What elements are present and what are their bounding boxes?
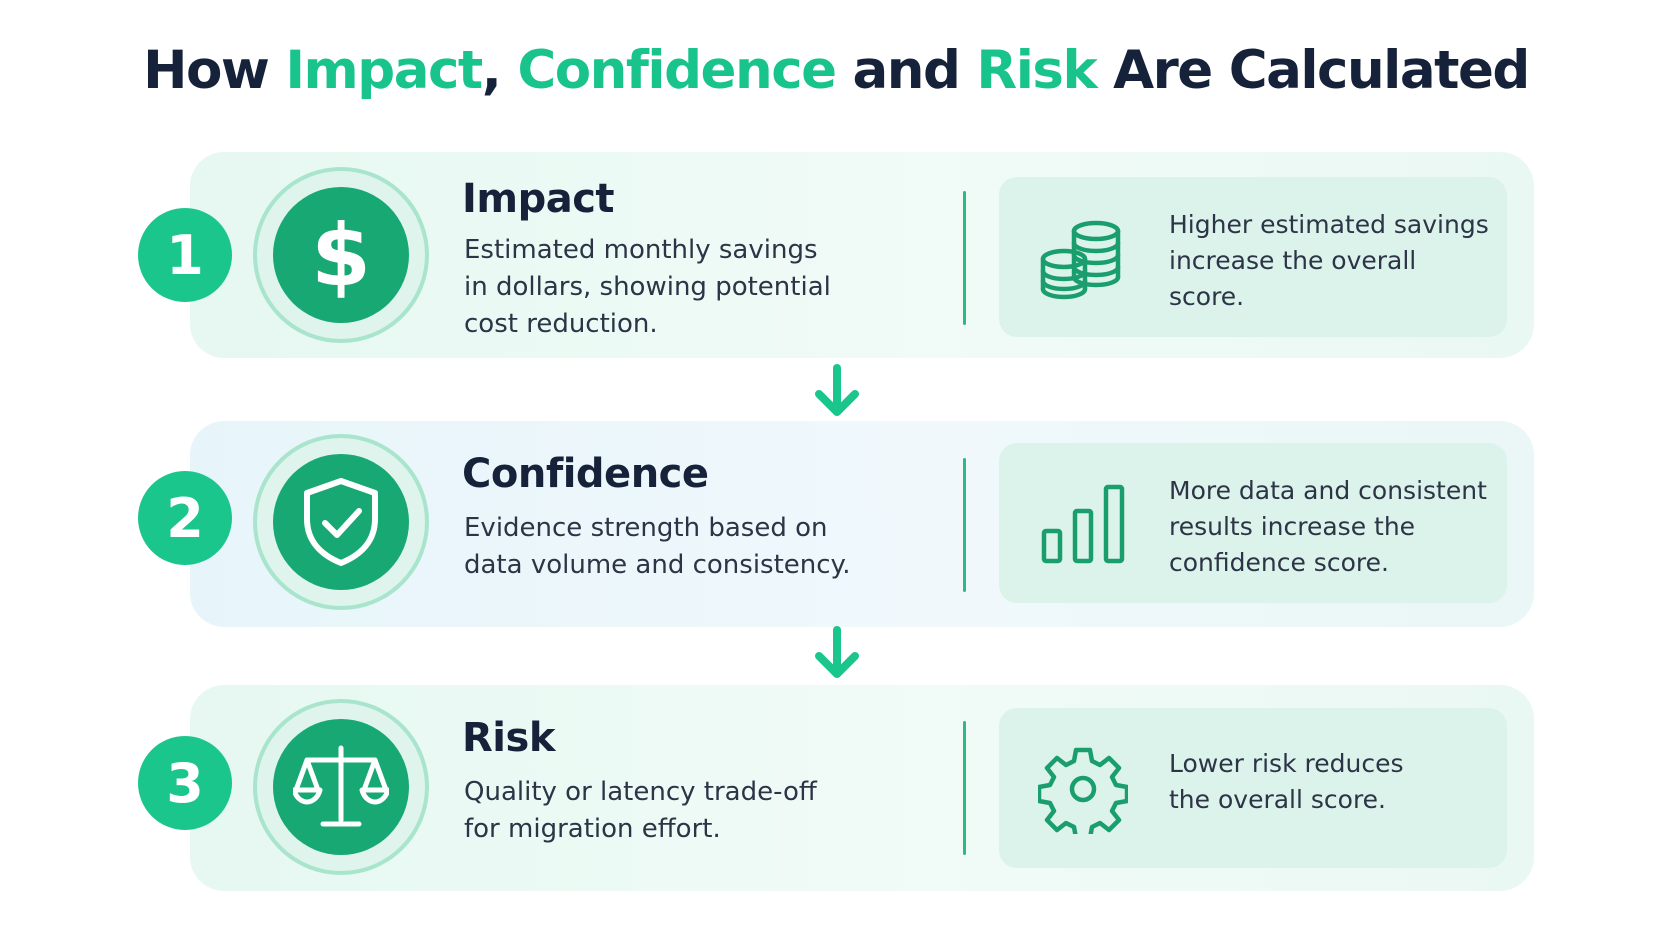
- title-text: ,: [481, 40, 518, 101]
- arrow-down-icon: [815, 626, 859, 678]
- step-number-badge: 3: [138, 736, 232, 830]
- step-heading: Impact: [462, 176, 615, 222]
- info-line: increase the overall: [1169, 246, 1417, 275]
- description-line: for migration effort.: [464, 814, 721, 844]
- coins-stack-icon: [1040, 220, 1121, 300]
- arrow-down-icon: [815, 364, 859, 416]
- description-line: Estimated monthly savings: [464, 235, 818, 265]
- shield-check-icon: [304, 478, 378, 566]
- info-card-confidence: More data and consistent results increas…: [999, 443, 1507, 603]
- svg-text:$: $: [311, 207, 371, 303]
- info-card-risk: Lower risk reduces the overall score.: [999, 708, 1507, 868]
- impact-badge: $: [253, 167, 429, 343]
- info-line: the overall score.: [1169, 785, 1387, 814]
- info-line: More data and consistent: [1169, 476, 1487, 505]
- info-text: Higher estimated savings increase the ov…: [1169, 207, 1489, 315]
- confidence-badge: [253, 434, 429, 610]
- title-confidence-highlight: Confidence: [517, 40, 837, 101]
- page-title: How Impact, Confidence and Risk Are Calc…: [0, 40, 1672, 101]
- info-line: Higher estimated savings: [1169, 210, 1489, 239]
- description-line: in dollars, showing potential: [464, 272, 831, 302]
- row-divider: [963, 721, 966, 855]
- flow-arrow: [811, 362, 863, 420]
- title-text: and: [835, 40, 977, 101]
- title-risk-highlight: Risk: [976, 40, 1097, 101]
- info-line: Lower risk reduces: [1169, 749, 1404, 778]
- dollar-icon: $: [311, 207, 371, 303]
- description-line: data volume and consistency.: [464, 550, 851, 580]
- info-line: confidence score.: [1169, 548, 1389, 577]
- step-description: Quality or latency trade-off for migrati…: [464, 774, 884, 848]
- step-number-badge: 1: [138, 208, 232, 302]
- description-line: Evidence strength based on: [464, 513, 828, 543]
- row-divider: [963, 191, 966, 325]
- flow-arrow: [811, 624, 863, 682]
- step-heading: Risk: [462, 715, 555, 761]
- bar-chart-icon: [1041, 484, 1125, 564]
- risk-badge: [253, 699, 429, 875]
- description-line: Quality or latency trade-off: [464, 777, 817, 807]
- title-impact-highlight: Impact: [285, 40, 483, 101]
- info-card-impact: Higher estimated savings increase the ov…: [999, 177, 1507, 337]
- description-line: cost reduction.: [464, 309, 658, 339]
- info-text: More data and consistent results increas…: [1169, 473, 1489, 581]
- info-text: Lower risk reduces the overall score.: [1169, 746, 1489, 818]
- step-heading: Confidence: [462, 451, 709, 497]
- info-line: score.: [1169, 282, 1245, 311]
- step-number-badge: 2: [138, 471, 232, 565]
- balance-scale-icon: [293, 745, 389, 827]
- gear-icon: [1038, 747, 1128, 834]
- step-description: Estimated monthly savings in dollars, sh…: [464, 232, 884, 343]
- title-text: Are Calculated: [1096, 40, 1530, 101]
- step-description: Evidence strength based on data volume a…: [464, 510, 884, 584]
- row-divider: [963, 458, 966, 592]
- info-line: results increase the: [1169, 512, 1416, 541]
- title-text: How: [143, 40, 286, 101]
